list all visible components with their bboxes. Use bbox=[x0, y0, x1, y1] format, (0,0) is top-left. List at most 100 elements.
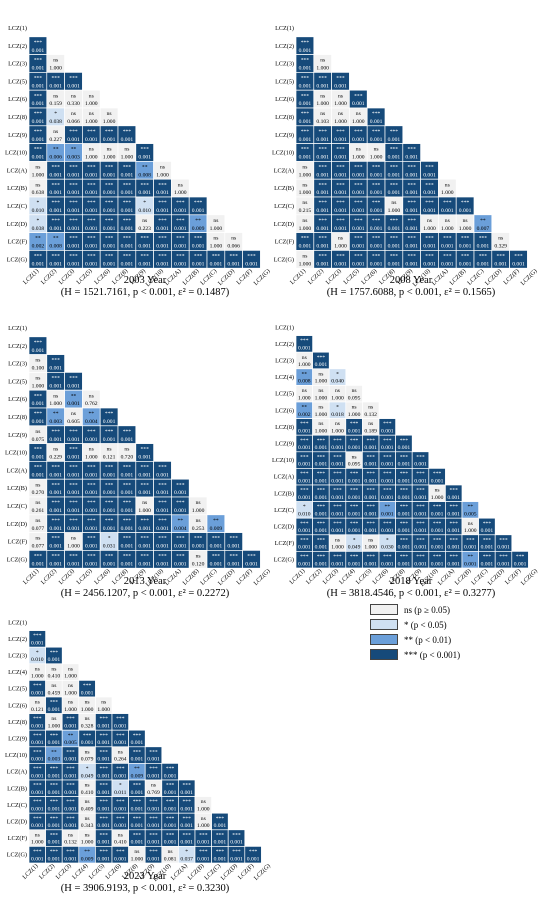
cell-significance-label: *** bbox=[123, 518, 132, 524]
cell-pvalue-label: 0.159 bbox=[49, 101, 62, 107]
cell-pvalue-label: 0.001 bbox=[85, 244, 98, 250]
cell-pvalue-label: 0.001 bbox=[405, 261, 418, 267]
cell-significance-label: *** bbox=[408, 236, 417, 242]
y-tick-label: LCZ(C) bbox=[7, 503, 27, 510]
cell-pvalue-label: 0.001 bbox=[131, 757, 144, 763]
cell-pvalue-label: 0.001 bbox=[138, 244, 151, 250]
cell-pvalue-label: 0.001 bbox=[49, 561, 62, 567]
cell-significance-label: *** bbox=[116, 849, 125, 855]
cell-significance-label: *** bbox=[141, 447, 150, 453]
cell-significance-label: *** bbox=[149, 816, 158, 822]
cell-significance-label: *** bbox=[497, 254, 506, 260]
cell-significance-label: *** bbox=[123, 554, 132, 560]
cell-pvalue-label: 0.001 bbox=[245, 561, 258, 567]
cell-pvalue-label: 0.001 bbox=[138, 544, 151, 550]
cell-pvalue-label: 0.001 bbox=[298, 346, 311, 352]
cell-significance-label: *** bbox=[100, 799, 109, 805]
cell-pvalue-label: 0.001 bbox=[121, 526, 134, 532]
cell-pvalue-label: 0.261 bbox=[32, 508, 45, 514]
cell-significance-label: *** bbox=[87, 165, 96, 171]
cell-pvalue-label: 0.001 bbox=[423, 244, 436, 250]
cell-pvalue-label: 0.001 bbox=[121, 508, 134, 514]
legend-swatch-ns bbox=[370, 604, 398, 615]
y-tick-label: LCZ(10) bbox=[5, 752, 27, 759]
cell-pvalue-label: 0.001 bbox=[131, 840, 144, 846]
cell-significance-label: *** bbox=[300, 554, 309, 560]
cell-significance-label: *** bbox=[466, 537, 475, 543]
cell-significance-label: *** bbox=[416, 521, 425, 527]
cell-significance-label: *** bbox=[367, 504, 376, 510]
cell-pvalue-label: 1.000 bbox=[197, 823, 210, 829]
cell-significance-label: *** bbox=[87, 465, 96, 471]
cell-pvalue-label: 0.001 bbox=[447, 528, 460, 534]
cell-significance-label: *** bbox=[408, 200, 417, 206]
cell-pvalue-label: 0.001 bbox=[414, 561, 427, 567]
cell-significance-label: ns bbox=[231, 236, 236, 242]
cell-pvalue-label: 0.001 bbox=[97, 856, 110, 862]
cell-significance-label: *** bbox=[199, 832, 208, 838]
cell-pvalue-label: 0.075 bbox=[32, 437, 45, 443]
cell-pvalue-label: 0.001 bbox=[32, 155, 45, 161]
cell-pvalue-label: 0.001 bbox=[85, 172, 98, 178]
cell-pvalue-label: 0.077 bbox=[32, 526, 45, 532]
y-tick-label: LCZ(F) bbox=[275, 540, 294, 547]
cell-significance-label: *** bbox=[176, 254, 185, 260]
cell-pvalue-label: 0.001 bbox=[31, 807, 44, 813]
y-tick-label: LCZ(2) bbox=[8, 343, 27, 350]
y-tick-label: LCZ(2) bbox=[275, 341, 294, 348]
cell-significance-label: *** bbox=[50, 650, 59, 656]
cell-pvalue-label: 0.001 bbox=[298, 561, 311, 567]
cell-pvalue-label: 0.103 bbox=[316, 119, 329, 125]
cell-significance-label: *** bbox=[149, 832, 158, 838]
cell-significance-label: ns bbox=[338, 93, 343, 99]
cell-pvalue-label: 0.001 bbox=[64, 724, 77, 730]
cell-significance-label: *** bbox=[149, 766, 158, 772]
cell-significance-label: *** bbox=[52, 76, 61, 82]
cell-pvalue-label: 0.001 bbox=[49, 526, 62, 532]
cell-significance-label: *** bbox=[176, 482, 185, 488]
cell-significance-label: *** bbox=[350, 504, 359, 510]
cell-significance-label: *** bbox=[158, 218, 167, 224]
cell-pvalue-label: 0.008 bbox=[49, 244, 62, 250]
cell-pvalue-label: 0.001 bbox=[103, 490, 116, 496]
cell-pvalue-label: 0.001 bbox=[464, 561, 477, 567]
cell-significance-label: *** bbox=[34, 111, 43, 117]
cell-pvalue-label: 0.001 bbox=[48, 707, 61, 713]
cell-pvalue-label: 0.038 bbox=[32, 226, 45, 232]
cell-pvalue-label: 1.000 bbox=[67, 544, 80, 550]
cell-significance-label: *** bbox=[232, 832, 241, 838]
cell-pvalue-label: 0.001 bbox=[352, 190, 365, 196]
heatmap-panel: LCZ(1) LCZ(2) LCZ(3) LCZ(4) LCZ(5) LCZ(6) LCZ(… bbox=[5, 619, 272, 883]
cell-pvalue-label: 0.077 bbox=[32, 544, 45, 550]
cell-pvalue-label: 0.001 bbox=[447, 512, 460, 518]
cell-pvalue-label: 0.009 bbox=[81, 856, 94, 862]
cell-significance-label: *** bbox=[319, 129, 328, 135]
cell-pvalue-label: 0.001 bbox=[381, 528, 394, 534]
cell-pvalue-label: 1.000 bbox=[85, 455, 98, 461]
cell-pvalue-label: 0.001 bbox=[64, 757, 77, 763]
cell-pvalue-label: 0.031 bbox=[103, 544, 116, 550]
cell-pvalue-label: 0.001 bbox=[67, 261, 80, 267]
cell-significance-label: *** bbox=[300, 421, 309, 427]
cell-pvalue-label: 0.001 bbox=[316, 244, 329, 250]
cell-significance-label: *** bbox=[52, 182, 61, 188]
cell-pvalue-label: 0.001 bbox=[227, 261, 240, 267]
cell-pvalue-label: 0.343 bbox=[81, 823, 94, 829]
cell-significance-label: *** bbox=[499, 554, 508, 560]
cell-pvalue-label: 0.328 bbox=[81, 724, 94, 730]
cell-significance-label: *** bbox=[425, 254, 434, 260]
cell-significance-label: *** bbox=[443, 254, 452, 260]
cell-pvalue-label: 0.001 bbox=[156, 526, 169, 532]
cell-pvalue-label: 0.001 bbox=[67, 526, 80, 532]
cell-significance-label: *** bbox=[123, 500, 132, 506]
cell-significance-label: *** bbox=[158, 554, 167, 560]
panel-title: 2018 Year bbox=[389, 576, 433, 587]
y-tick-label: LCZ(9) bbox=[8, 132, 27, 139]
cell-significance-label: *** bbox=[83, 733, 92, 739]
cell-significance-label: *** bbox=[372, 254, 381, 260]
cell-significance-label: *** bbox=[400, 554, 409, 560]
cell-pvalue-label: 0.001 bbox=[481, 545, 494, 551]
cell-pvalue-label: 0.010 bbox=[298, 512, 311, 518]
cell-pvalue-label: 0.001 bbox=[156, 226, 169, 232]
cell-pvalue-label: 0.001 bbox=[477, 261, 490, 267]
